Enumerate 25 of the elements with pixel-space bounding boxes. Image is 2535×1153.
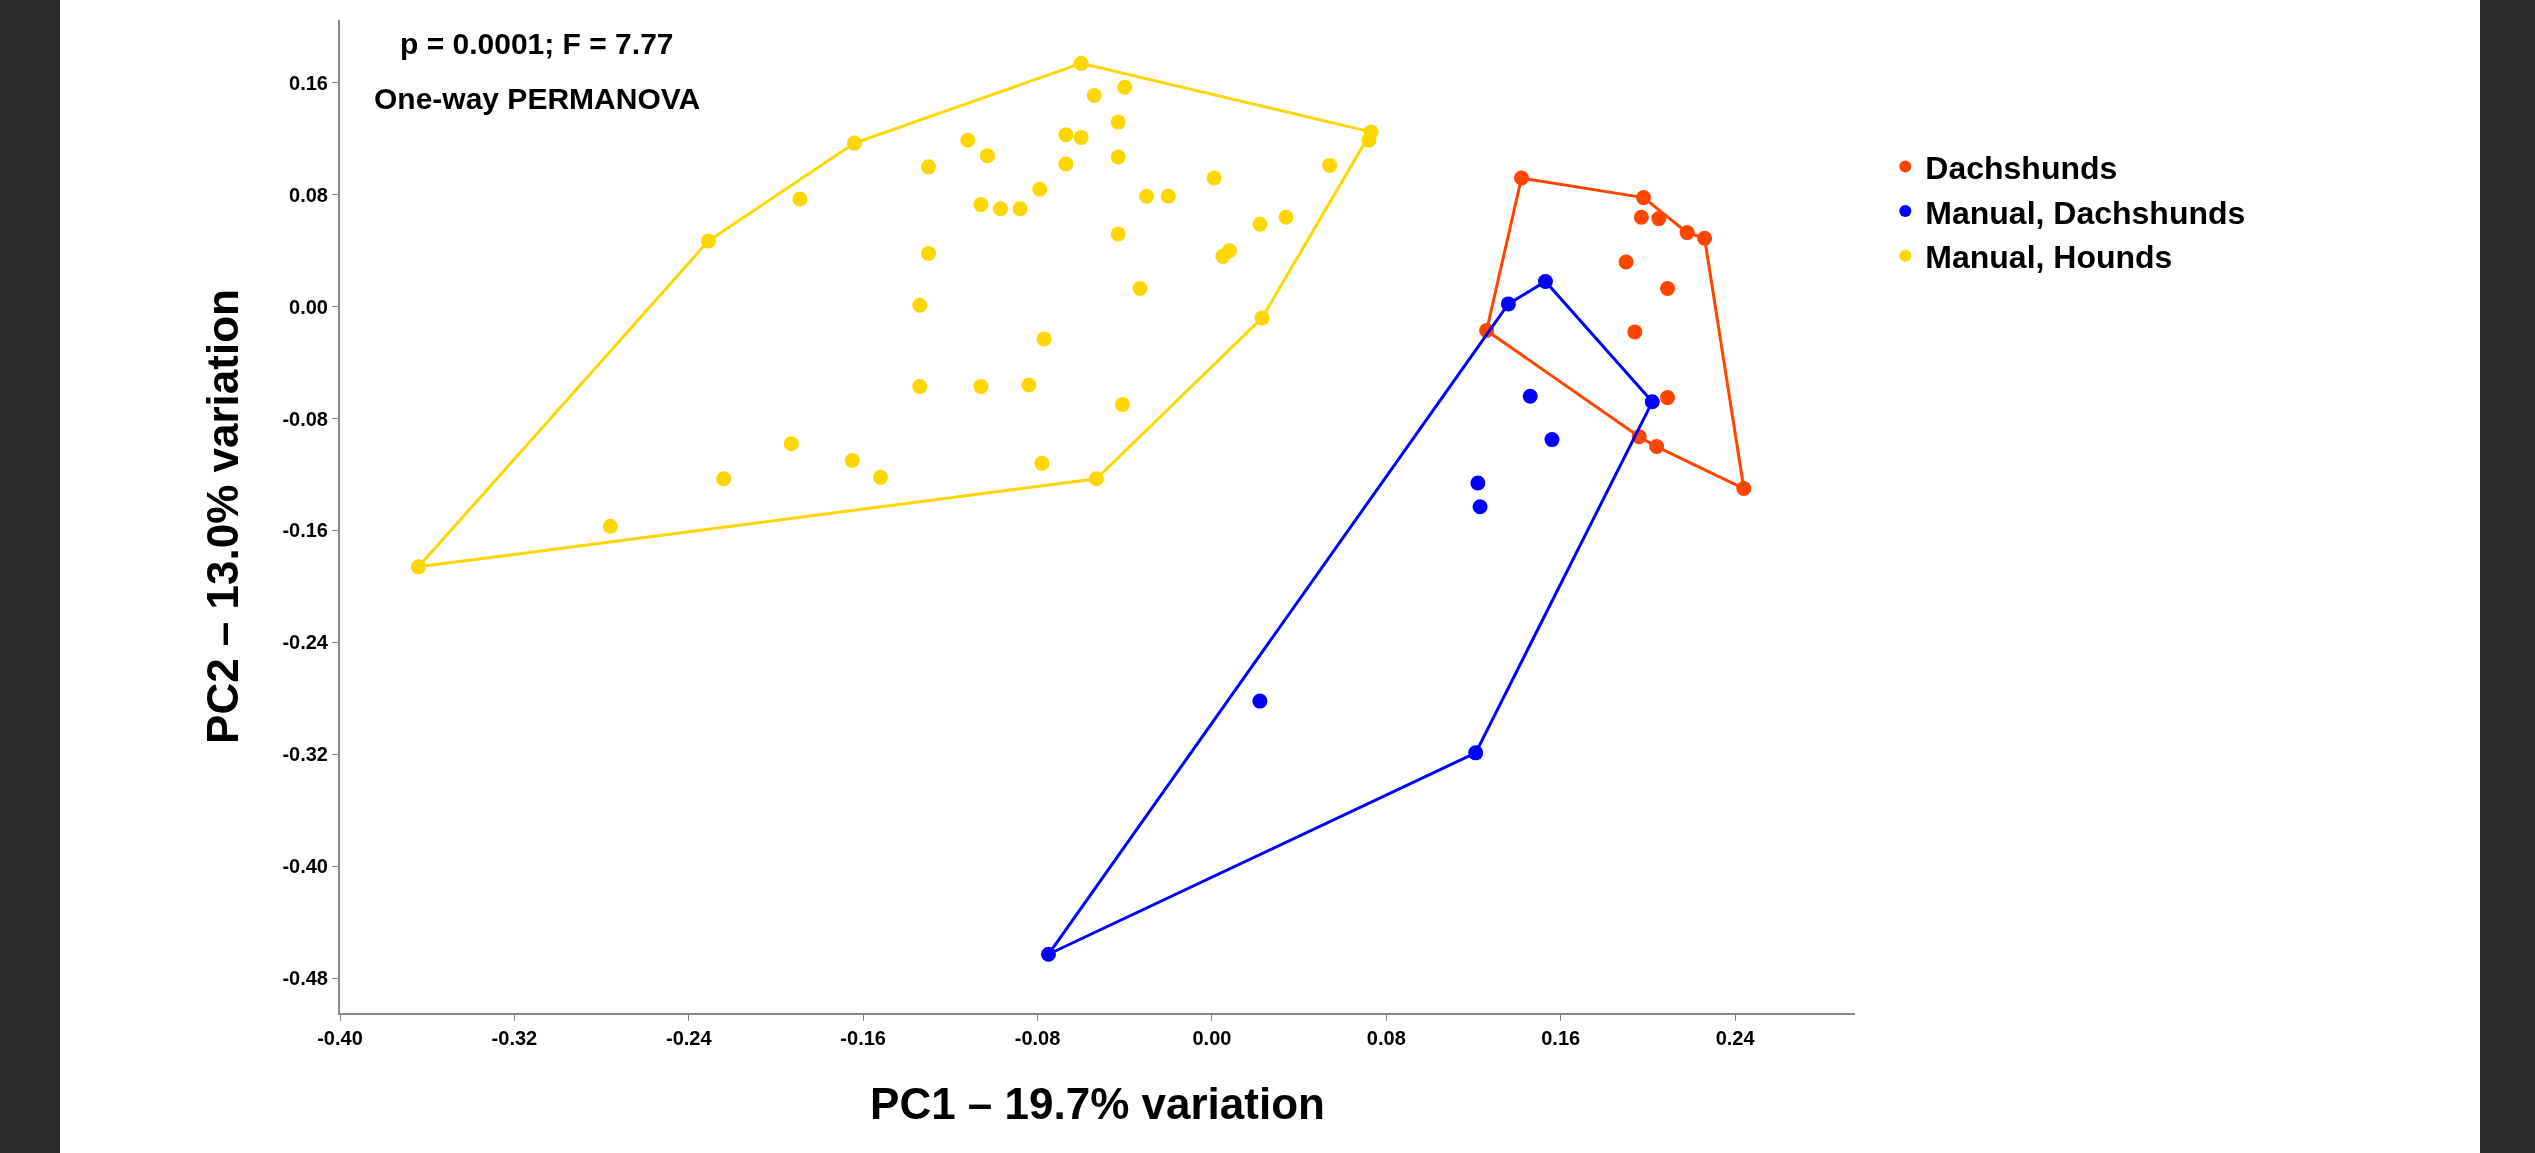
y-tick-label: -0.24: [282, 631, 329, 654]
x-axis-title: PC1 – 19.7% variation: [870, 1078, 1325, 1128]
y-tick-label: -0.48: [282, 967, 328, 990]
y-tick-label: 0.00: [289, 295, 328, 318]
legend-label: Dachshunds: [1925, 149, 2118, 186]
x-tick-label: 0.08: [1366, 1027, 1406, 1049]
annotation: p = 0.0001; F = 7.77: [400, 27, 674, 60]
y-tick-label: -0.32: [282, 743, 328, 766]
x-tick-label: 0.24: [1715, 1027, 1756, 1049]
y-tick-label: 0.16: [289, 71, 328, 94]
x-tick-label: -0.24: [665, 1027, 713, 1049]
x-tick-label: -0.32: [491, 1027, 538, 1049]
x-tick-label: -0.40: [317, 1027, 363, 1049]
legend-label: Manual, Hounds: [1925, 239, 2173, 276]
x-tick-label: 0.00: [1192, 1027, 1232, 1049]
x-tick-label: 0.16: [1541, 1027, 1581, 1049]
y-tick-label: 0.08: [289, 183, 328, 206]
y-axis-title: PC2 – 13.0% variation: [198, 289, 248, 744]
y-tick-label: -0.16: [282, 519, 328, 542]
x-tick-label: -0.08: [1014, 1027, 1061, 1049]
x-tick-label: -0.16: [840, 1027, 886, 1049]
y-tick-label: -0.08: [282, 407, 328, 430]
y-tick-label: -0.40: [282, 855, 328, 878]
annotation: One-way PERMANOVA: [374, 82, 701, 115]
legend-label: Manual, Dachshunds: [1925, 194, 2246, 231]
